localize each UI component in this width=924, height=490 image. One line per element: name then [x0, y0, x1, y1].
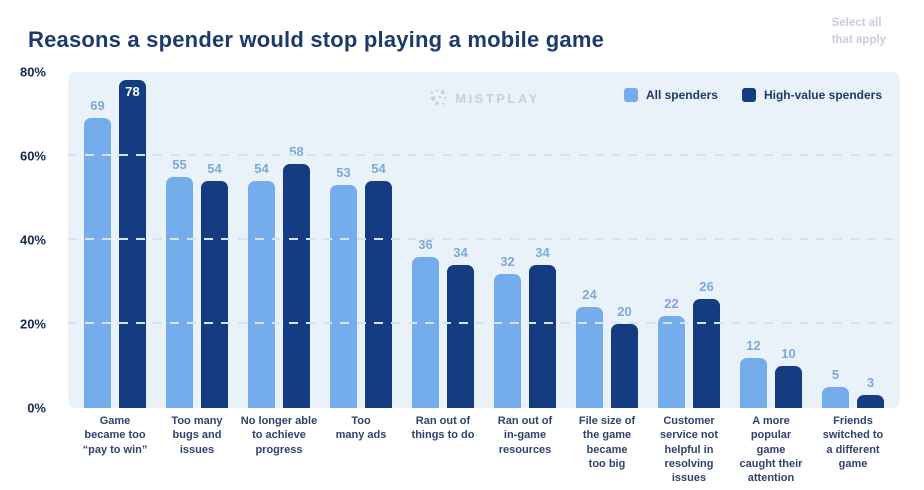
bar-group: 32 34 [484, 72, 566, 408]
dots-constellation-icon [428, 88, 448, 108]
bar-group: 22 26 [648, 72, 730, 408]
value-label: 26 [699, 278, 714, 294]
bar-high-value-spenders: 54 [201, 161, 228, 408]
value-label: 55 [172, 157, 187, 172]
value-label: 34 [535, 245, 550, 261]
bar-high-value-spenders: 26 [693, 279, 720, 408]
gridline-40 [68, 238, 900, 240]
value-label: 54 [254, 161, 269, 177]
value-label: 24 [582, 287, 597, 303]
value-label: 78 [125, 84, 140, 100]
value-label: 58 [289, 144, 304, 160]
value-label: 5 [831, 367, 840, 382]
gridline-20 [68, 322, 900, 324]
bar-group: 53 54 [320, 72, 402, 408]
bar-groups: 69 78 55 54 54 58 53 54 36 34 32 34 24 20 22 26 12 10 5 3 [68, 72, 900, 408]
value-label: 32 [500, 253, 515, 269]
y-tick-label: 20% [19, 316, 46, 332]
legend-label: All spenders [645, 88, 718, 102]
y-axis: 0% 20% 40% 60% 80% [0, 65, 56, 416]
bar-group: 36 34 [402, 72, 484, 408]
bar-all-spenders: 55 [166, 157, 193, 408]
gridline-60 [68, 154, 900, 156]
value-label: 20 [617, 304, 632, 319]
legend-swatch-icon [623, 88, 638, 102]
bar-high-value-spenders: 34 [447, 245, 474, 408]
value-label: 53 [336, 165, 351, 181]
value-label: 12 [746, 337, 761, 353]
value-label: 34 [453, 245, 468, 261]
value-label: 54 [207, 161, 222, 177]
bar-group: 24 20 [566, 72, 648, 408]
legend-item-high-value-spenders: High-value spenders [741, 88, 882, 102]
category-label: Customer service not helpful in resolvin… [659, 415, 719, 485]
category-label: Ran out of in-game resources [497, 415, 553, 456]
bar-all-spenders: 69 [84, 98, 111, 408]
bar-high-value-spenders: 54 [365, 161, 392, 408]
y-tick-label: 40% [19, 232, 46, 248]
bar-high-value-spenders: 20 [611, 304, 638, 408]
bar-high-value-spenders: 34 [529, 245, 556, 408]
bar-all-spenders: 5 [822, 367, 849, 408]
value-label: 22 [664, 295, 679, 311]
bar-all-spenders: 53 [330, 165, 357, 408]
value-label: 54 [371, 161, 386, 177]
x-axis-labels: Game became too “pay to win” Too many bug… [68, 414, 900, 485]
y-tick-label: 60% [19, 148, 46, 164]
category-label: No longer able to achieve progress [240, 415, 318, 456]
bar-all-spenders: 54 [248, 161, 275, 408]
category-label: Too many ads [335, 415, 387, 442]
legend-swatch-icon [741, 88, 756, 102]
bar-group: 54 58 [238, 72, 320, 408]
bar-group: 69 78 [74, 72, 156, 408]
value-label: 36 [418, 236, 433, 252]
watermark: MISTPLAY [428, 88, 540, 108]
watermark-label: MISTPLAY [455, 90, 540, 106]
plot-area: MISTPLAY All spenders High-value spenders… [68, 72, 900, 408]
survey-note: Select all that apply [831, 17, 886, 47]
category-label: Ran out of things to do [411, 415, 475, 442]
y-tick-label: 80% [19, 64, 46, 80]
bar-all-spenders: 12 [740, 338, 767, 408]
bar-high-value-spenders: 3 [857, 375, 884, 408]
legend-item-all-spenders: All spenders [623, 88, 718, 102]
bar-high-value-spenders: 58 [283, 144, 310, 408]
bar-all-spenders: 36 [412, 237, 439, 408]
bar-group: 55 54 [156, 72, 238, 408]
page-title: Reasons a spender would stop playing a m… [28, 26, 605, 52]
bar-all-spenders: 24 [576, 287, 603, 408]
legend-label: High-value spenders [763, 88, 882, 102]
category-label: File size of the game became too big [578, 415, 636, 470]
value-label: 10 [781, 346, 796, 361]
category-label: Too many bugs and issues [171, 415, 223, 456]
y-tick-label: 0% [27, 400, 46, 416]
bar-all-spenders: 22 [658, 296, 685, 408]
legend: All spenders High-value spenders [623, 88, 882, 102]
category-label: A more popular game caught their attenti… [739, 415, 803, 485]
value-label: 69 [90, 98, 105, 114]
category-label: Game became too “pay to win” [82, 415, 148, 456]
bar-high-value-spenders: 78 [119, 80, 146, 408]
bar-all-spenders: 32 [494, 254, 521, 408]
category-label: Friends switched to a different game [822, 415, 884, 470]
bar-group: 12 10 [730, 72, 812, 408]
value-label: 3 [866, 375, 875, 391]
bar-high-value-spenders: 10 [775, 346, 802, 408]
